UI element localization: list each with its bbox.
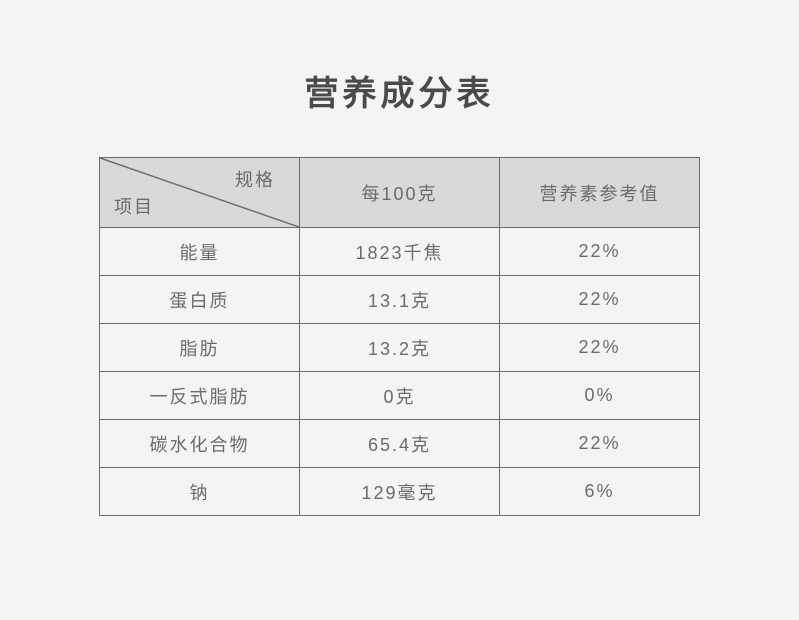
header-diag-lower: 项目 — [114, 193, 154, 219]
cell-item: 蛋白质 — [100, 276, 300, 324]
page-title: 营养成分表 — [305, 66, 495, 115]
table-row: 能量 1823千焦 22% — [100, 228, 700, 276]
table-row: 钠 129毫克 6% — [100, 468, 700, 516]
cell-per100g: 13.2克 — [300, 324, 500, 372]
cell-per100g: 0克 — [300, 372, 500, 420]
cell-item: 能量 — [100, 228, 300, 276]
cell-per100g: 1823千焦 — [300, 228, 500, 276]
cell-item: 碳水化合物 — [100, 420, 300, 468]
page-root: 营养成分表 规格 项目 每100克 营养素参考值 能量 1823千焦 — [0, 0, 799, 620]
header-diag-upper: 规格 — [235, 166, 275, 192]
table-row: 脂肪 13.2克 22% — [100, 324, 700, 372]
cell-per100g: 13.1克 — [300, 276, 500, 324]
table-header-row: 规格 项目 每100克 营养素参考值 — [100, 158, 700, 228]
header-diagonal-cell: 规格 项目 — [100, 158, 300, 228]
table-row: 一反式脂肪 0克 0% — [100, 372, 700, 420]
cell-nrv: 22% — [500, 276, 700, 324]
cell-nrv: 22% — [500, 228, 700, 276]
nutrition-table: 规格 项目 每100克 营养素参考值 能量 1823千焦 22% 蛋白质 13.… — [99, 157, 700, 516]
cell-nrv: 6% — [500, 468, 700, 516]
table-row: 碳水化合物 65.4克 22% — [100, 420, 700, 468]
cell-item: 钠 — [100, 468, 300, 516]
cell-per100g: 65.4克 — [300, 420, 500, 468]
header-col-nrv: 营养素参考值 — [500, 158, 700, 228]
cell-nrv: 22% — [500, 324, 700, 372]
header-col-per100g: 每100克 — [300, 158, 500, 228]
table-row: 蛋白质 13.1克 22% — [100, 276, 700, 324]
cell-item: 脂肪 — [100, 324, 300, 372]
cell-nrv: 22% — [500, 420, 700, 468]
cell-nrv: 0% — [500, 372, 700, 420]
cell-per100g: 129毫克 — [300, 468, 500, 516]
cell-item: 一反式脂肪 — [100, 372, 300, 420]
